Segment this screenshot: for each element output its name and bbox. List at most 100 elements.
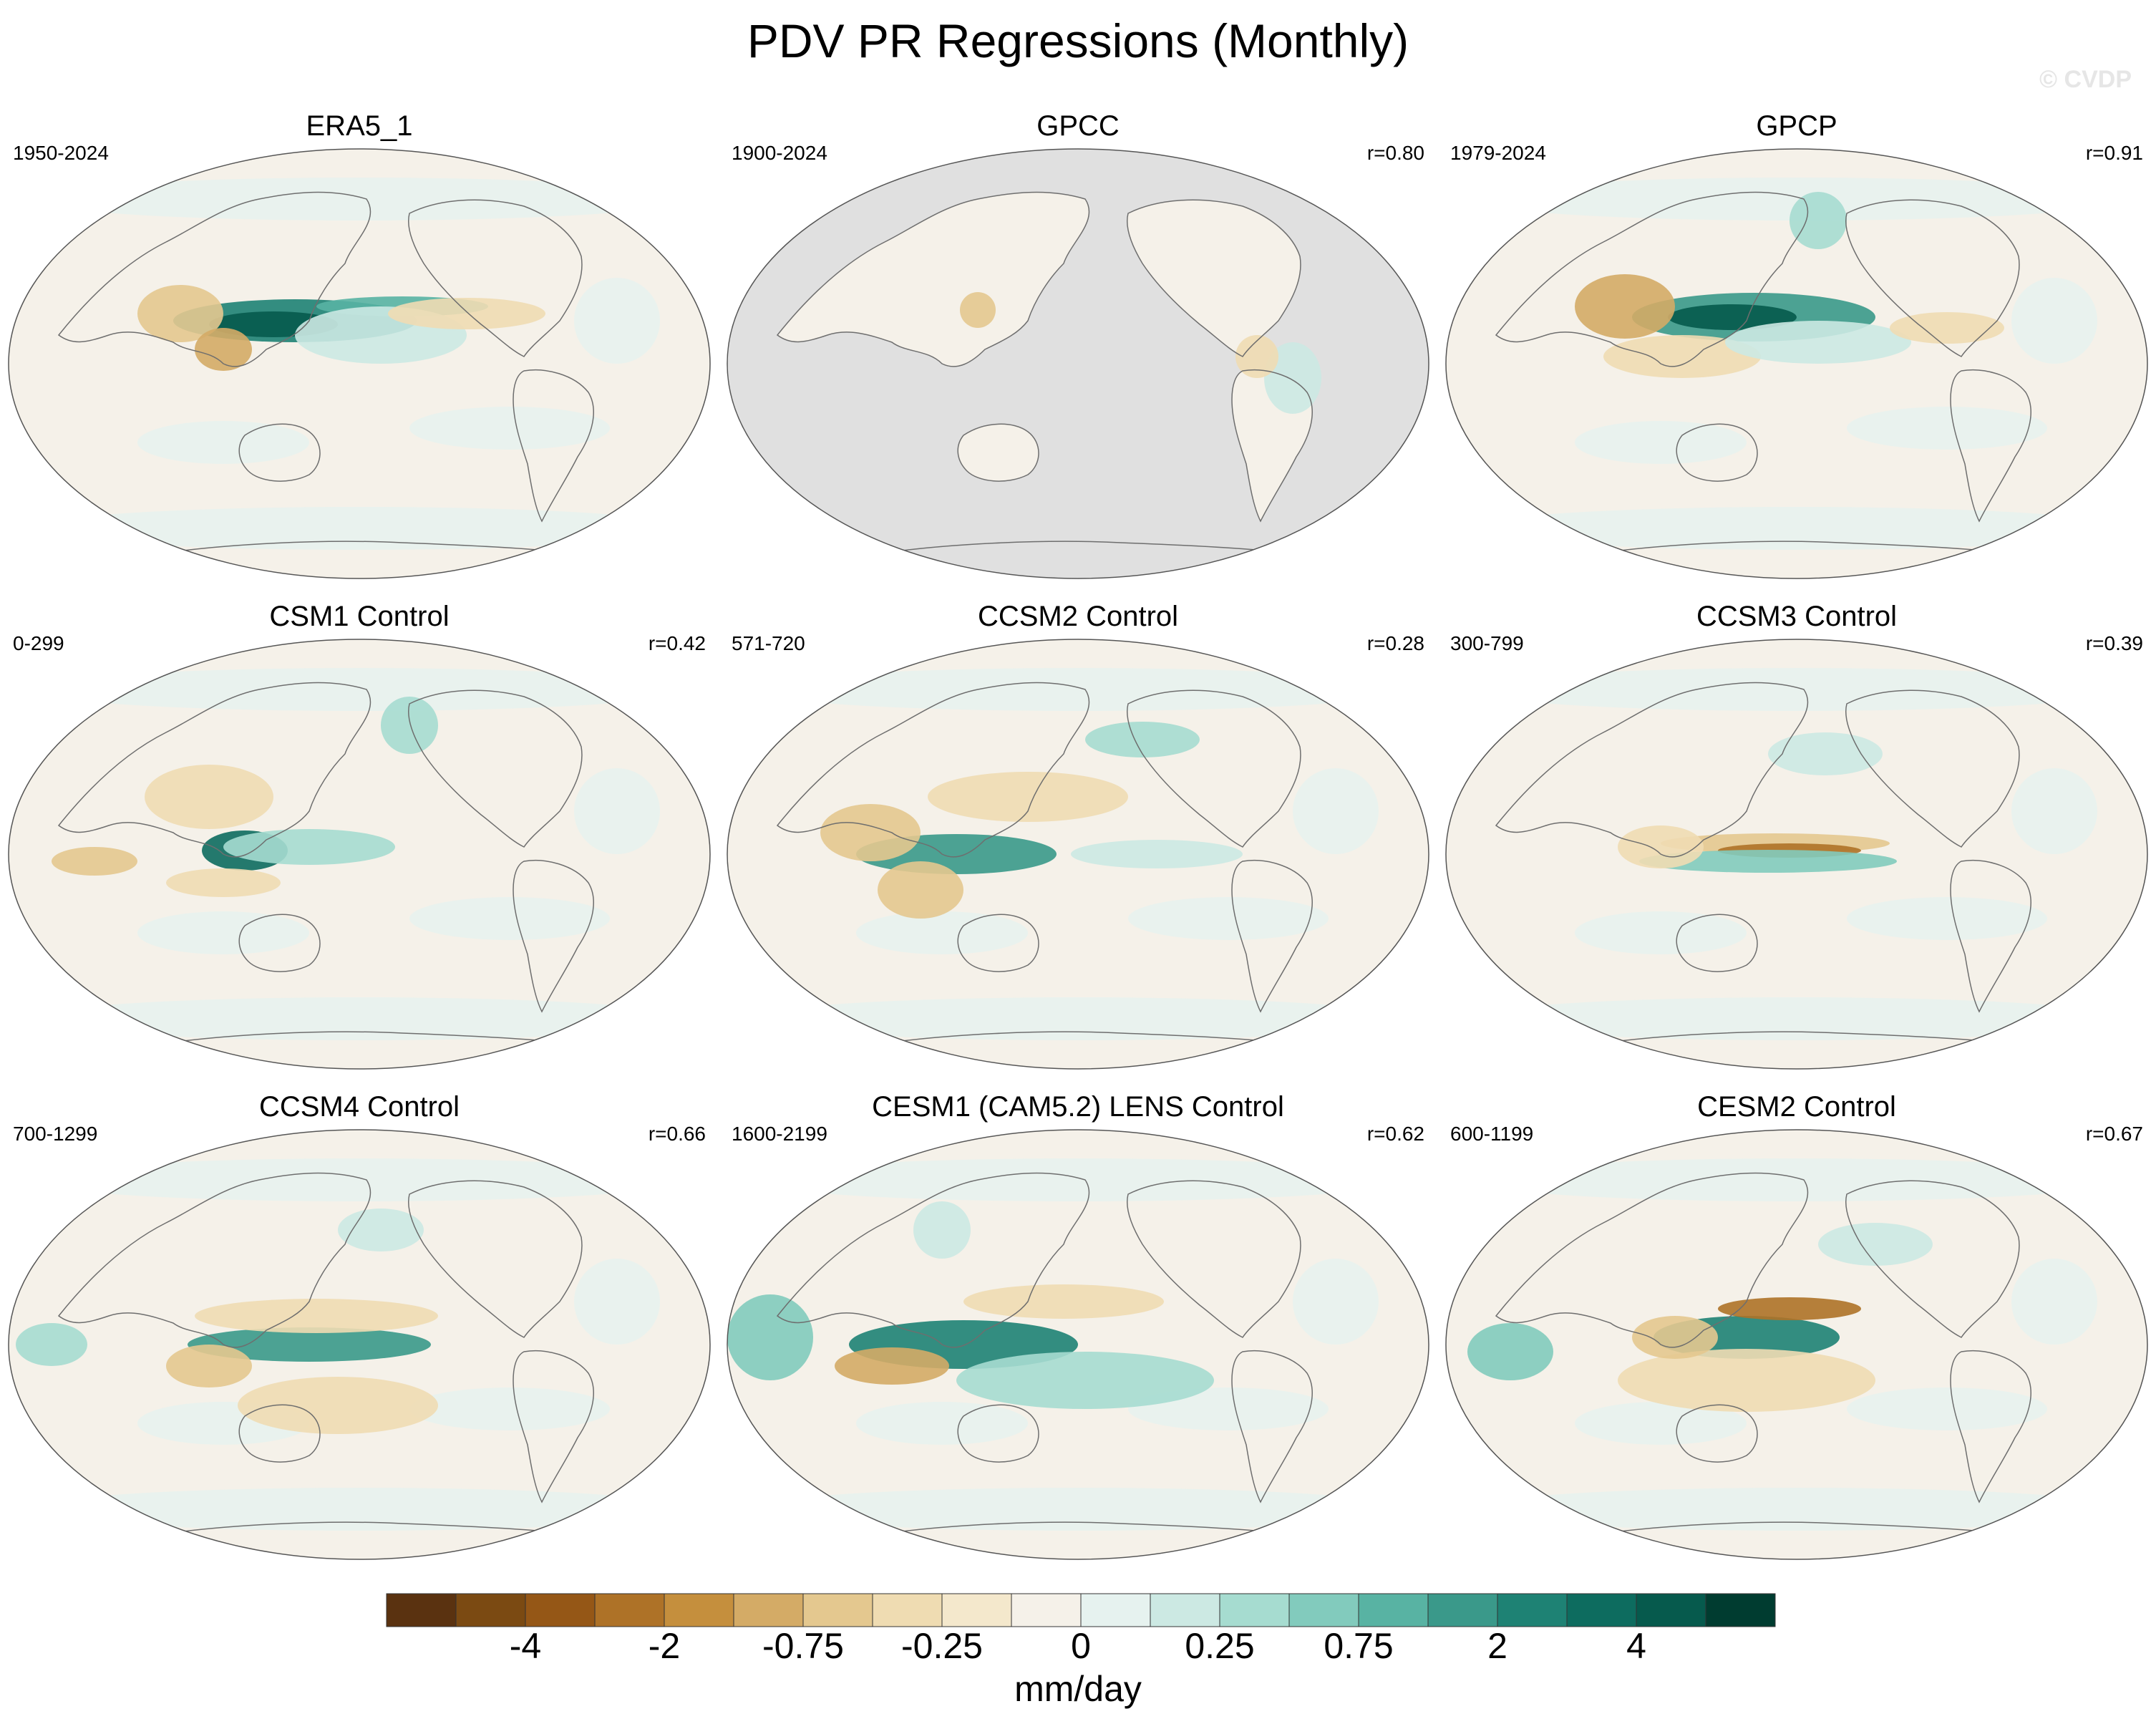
anomaly-region — [1085, 722, 1200, 757]
anomaly-region — [727, 1294, 813, 1380]
anomaly-region — [388, 298, 545, 329]
colorbar-swatch — [594, 1593, 665, 1627]
world-map — [727, 1129, 1429, 1560]
anomaly-region — [238, 1377, 438, 1434]
anomaly-region — [1890, 312, 2004, 344]
anomaly-region — [1575, 274, 1675, 339]
panel-title: CESM2 Control — [1697, 1091, 1896, 1123]
panel-title: GPCC — [1036, 110, 1120, 142]
panel-title: CCSM2 Control — [977, 601, 1179, 632]
colorbar-swatch — [1427, 1593, 1498, 1627]
colorbar-tick: -0.75 — [762, 1626, 844, 1666]
map-background — [1446, 149, 2147, 578]
map-panel: CSM1 Control 0-299 r=0.42 — [0, 598, 719, 1092]
panel-correlation: r=0.39 — [2085, 632, 2143, 654]
anomaly-region — [137, 285, 223, 342]
anomaly-region — [166, 1345, 252, 1387]
world-map — [8, 148, 711, 579]
anomaly-region — [223, 829, 395, 865]
anomaly-region — [1467, 1323, 1553, 1380]
anomaly-region — [195, 1299, 438, 1333]
world-map — [1445, 639, 2148, 1070]
figure-title: PDV PR Regressions (Monthly) — [747, 14, 1409, 67]
map-border — [8, 1129, 711, 1560]
panel-correlation: r=0.28 — [1366, 632, 1424, 654]
panel-correlation: r=0.62 — [1366, 1123, 1424, 1145]
colorbar-swatch — [1219, 1593, 1290, 1627]
anomaly-region — [820, 804, 921, 861]
map-panel: CCSM3 Control 300-799 r=0.39 — [1437, 598, 2156, 1092]
colorbar-units: mm/day — [1014, 1669, 1142, 1709]
panel-title: ERA5_1 — [306, 110, 413, 142]
anomaly-region — [52, 847, 137, 876]
anomaly-region — [1071, 840, 1243, 868]
map-panel: GPCC 1900-2024 r=0.80 — [719, 107, 1437, 601]
anomaly-region — [1725, 321, 1911, 364]
anomaly-region — [195, 328, 252, 371]
colorbar-swatch — [733, 1593, 804, 1627]
anomaly-region — [1790, 192, 1847, 249]
map-panel: CESM1 (CAM5.2) LENS Control 1600-2199 r=0.… — [719, 1088, 1437, 1582]
anomaly-region — [1264, 342, 1321, 414]
world-map — [727, 148, 1429, 579]
panel-title: CCSM3 Control — [1696, 601, 1898, 632]
map-border — [727, 148, 1429, 579]
map-panel: CESM2 Control 600-1199 r=0.67 — [1437, 1088, 2156, 1582]
map-border — [1445, 148, 2148, 579]
anomaly-region — [963, 1284, 1164, 1319]
panel-title: CESM1 (CAM5.2) LENS Control — [872, 1091, 1284, 1123]
anomaly-region — [878, 861, 963, 919]
world-map — [8, 1129, 711, 1560]
panel-correlation: r=0.66 — [648, 1123, 706, 1145]
anomaly-region — [145, 765, 273, 829]
panel-correlation: r=0.67 — [2085, 1123, 2143, 1145]
anomaly-region — [16, 1323, 87, 1366]
panel-years: 600-1199 — [1450, 1123, 1534, 1145]
colorbar-tick: 0.25 — [1185, 1626, 1255, 1666]
colorbar-tick: -0.25 — [901, 1626, 983, 1666]
map-panel: CCSM4 Control 700-1299 r=0.66 — [0, 1088, 719, 1582]
panel-years: 700-1299 — [13, 1123, 98, 1145]
colorbar-swatch — [802, 1593, 873, 1627]
colorbar-swatch — [872, 1593, 943, 1627]
panel-years: 300-799 — [1450, 632, 1524, 654]
colorbar-swatch — [1636, 1593, 1706, 1627]
anomaly-region — [835, 1347, 949, 1385]
anomaly-region — [1632, 1316, 1718, 1359]
world-map — [8, 639, 711, 1070]
colorbar-swatch — [1080, 1593, 1151, 1627]
cvdp-watermark: © CVDP — [2039, 66, 2132, 93]
world-map — [1445, 1129, 2148, 1560]
colorbar-swatch — [525, 1593, 596, 1627]
colorbar-swatch — [1011, 1593, 1082, 1627]
map-border — [1445, 639, 2148, 1070]
panel-years: 1900-2024 — [732, 142, 827, 164]
panel-correlation: r=0.42 — [648, 632, 706, 654]
panel-years: 0-299 — [13, 632, 64, 654]
anomaly-region — [1235, 335, 1278, 378]
colorbar-tick: -2 — [648, 1626, 681, 1666]
panel-years: 1950-2024 — [13, 142, 109, 164]
panel-years: 571-720 — [732, 632, 805, 654]
anomaly-region — [381, 697, 438, 754]
anomaly-region — [1668, 304, 1797, 330]
panel-title: CCSM4 Control — [258, 1091, 460, 1123]
anomaly-region — [166, 868, 281, 897]
map-border — [8, 148, 711, 579]
world-map — [727, 639, 1429, 1070]
panel-title: GPCP — [1756, 110, 1837, 142]
colorbar-tick: 0 — [1071, 1626, 1091, 1666]
anomaly-region — [1718, 1297, 1861, 1320]
colorbar-swatch — [455, 1593, 526, 1627]
map-border — [8, 639, 711, 1070]
colorbar-swatch — [1566, 1593, 1637, 1627]
colorbar-swatch — [1358, 1593, 1429, 1627]
panel-correlation: r=0.91 — [2085, 142, 2143, 164]
anomaly-region — [1618, 825, 1704, 868]
colorbar-tick: 4 — [1626, 1626, 1646, 1666]
anomaly-region — [956, 1352, 1214, 1409]
anomaly-region — [960, 292, 996, 328]
world-map — [1445, 148, 2148, 579]
panel-correlation: r=0.80 — [1366, 142, 1424, 164]
anomaly-region — [913, 1201, 971, 1259]
